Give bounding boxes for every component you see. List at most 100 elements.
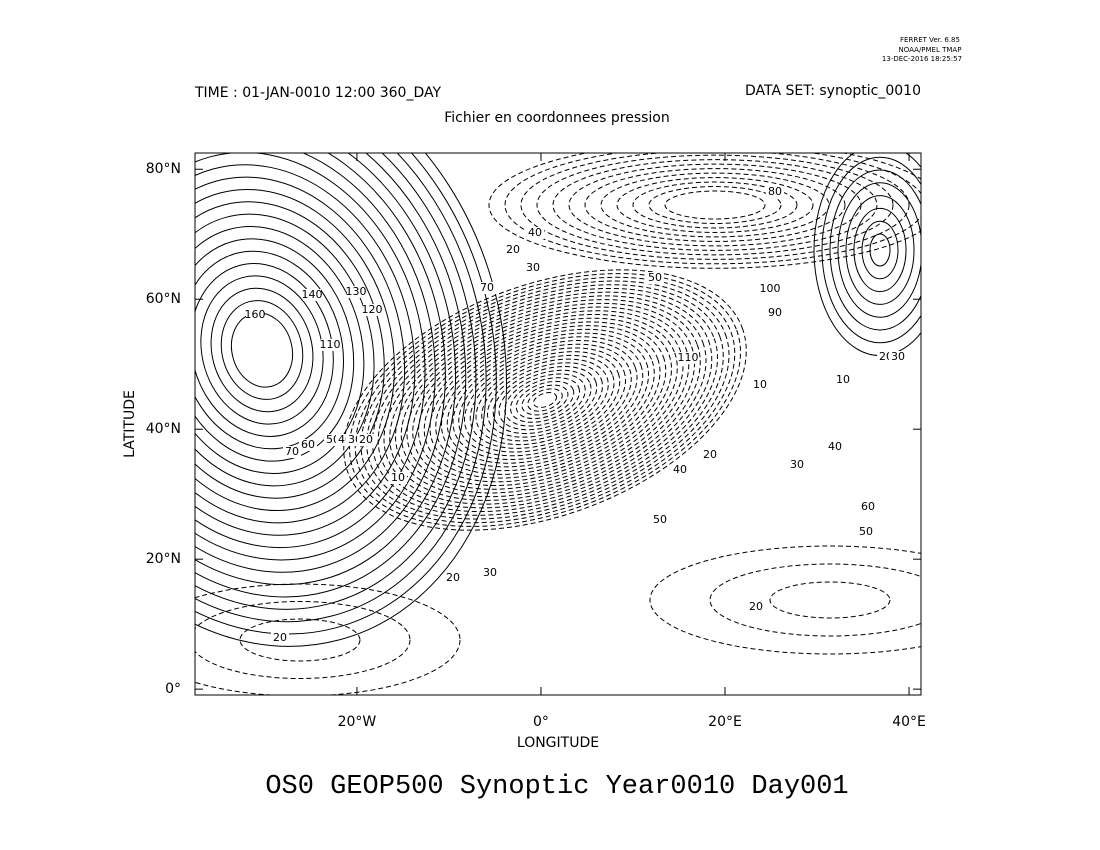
contour-line (195, 153, 436, 561)
contour-label-bg (271, 632, 289, 644)
contour-line (210, 287, 314, 413)
x-tick-label: 20°W (338, 714, 377, 730)
contour-line (600, 172, 830, 238)
contour-line (527, 388, 563, 412)
contour-label: 70 (480, 281, 494, 294)
contour-line (394, 302, 696, 498)
contour-line (584, 168, 846, 242)
contour-line (521, 384, 569, 416)
contour-label: 90 (768, 306, 782, 319)
contour-label: 10 (753, 378, 767, 391)
contour-line (486, 362, 604, 438)
contour-line (389, 299, 701, 501)
contour-line (435, 328, 655, 472)
contour-label-bg (889, 351, 907, 363)
contour-label: 120 (362, 303, 383, 316)
y-tick-label: 60°N (146, 291, 181, 307)
contour-label: 10 (836, 373, 850, 386)
contour-label-bg (321, 339, 339, 351)
contour-line (498, 369, 592, 431)
contour-label-bg (766, 186, 784, 198)
contour-line (195, 153, 457, 586)
contour-label-bg (478, 282, 496, 294)
contour-line (343, 269, 747, 531)
contour-line (452, 340, 638, 460)
contour-label-bg (671, 464, 689, 476)
contour-label-bg (389, 472, 407, 484)
software: FERRET Ver. 6.85 (900, 36, 960, 44)
y-tick-label: 20°N (146, 551, 181, 567)
contour-line (492, 366, 598, 434)
contour-label-bg (444, 572, 462, 584)
contour-line (195, 238, 355, 462)
contour-label-bg (303, 289, 321, 301)
contour-line (412, 313, 678, 487)
x-tick-label: 20°E (708, 714, 742, 730)
contour-line (769, 581, 891, 619)
contour-line (400, 306, 690, 494)
contour-line (853, 207, 907, 293)
contour-line (195, 153, 487, 623)
y-axis-label: LATITUDE (122, 390, 138, 458)
contour-label-bg (761, 283, 779, 295)
contour-label: 30 (526, 261, 540, 274)
contour-label: 50 (653, 513, 667, 526)
contour-line (195, 226, 365, 474)
contour-label: 110 (320, 338, 341, 351)
contour-label: 20 (359, 433, 373, 446)
contour-line (195, 164, 416, 536)
contour-line (488, 153, 921, 269)
contour-label-bg (751, 379, 769, 391)
contour-label: 30 (891, 350, 905, 363)
contour-line (366, 284, 724, 516)
contour-label: 50 (859, 525, 873, 538)
chart-title: OS0 GEOP500 Synoptic Year0010 Day001 (265, 772, 848, 802)
contour-label: 40 (673, 463, 687, 476)
contour-label: 30 (790, 458, 804, 471)
contour-line (664, 190, 766, 220)
contour-label: 20 (273, 631, 287, 644)
contour-label-bg (646, 272, 664, 284)
contour-label: 40 (828, 440, 842, 453)
contour-line (568, 163, 862, 247)
x-tick-label: 40°E (892, 714, 926, 730)
contour-label-bg (834, 374, 852, 386)
contour-label: 60 (861, 500, 875, 513)
contour-label: 50 (648, 271, 662, 284)
contour-label: 70 (285, 445, 299, 458)
lab: NOAA/PMEL TMAP (899, 46, 962, 54)
subtitle: Fichier en coordonnees pression (444, 110, 670, 126)
contour-label-bg (283, 446, 301, 458)
contour-label: 110 (678, 351, 699, 364)
contour-label: 80 (768, 185, 782, 198)
contour-line (423, 321, 667, 479)
contour-line (837, 182, 921, 318)
contour-line (195, 176, 406, 524)
contour-label-bg (347, 286, 365, 298)
contour-label-bg (246, 309, 264, 321)
contour-line (195, 583, 461, 695)
contour-label: 20 (506, 243, 520, 256)
timestamp: 13-DEC-2016 18:25:57 (882, 55, 962, 63)
contour-label-bg (747, 601, 765, 613)
contour-line (632, 181, 798, 229)
contour-label-bg (651, 514, 669, 526)
contour-line (504, 373, 586, 427)
contour-line (481, 358, 609, 442)
contour-label: 20 (446, 571, 460, 584)
contour-line (509, 377, 581, 423)
contour-line (360, 280, 730, 520)
contour-line (616, 177, 814, 233)
contour-line (383, 295, 707, 505)
contour-label: 10 (391, 471, 405, 484)
contour-line (377, 291, 713, 509)
contour-label-bg (481, 567, 499, 579)
contour-label-bg (524, 262, 542, 274)
contour-label-bg (859, 501, 877, 513)
contour-line (869, 233, 891, 267)
contour-line (536, 154, 894, 256)
time-label: TIME : 01-JAN-0010 12:00 360_DAY (194, 85, 441, 101)
contour-label-bg (299, 439, 317, 451)
